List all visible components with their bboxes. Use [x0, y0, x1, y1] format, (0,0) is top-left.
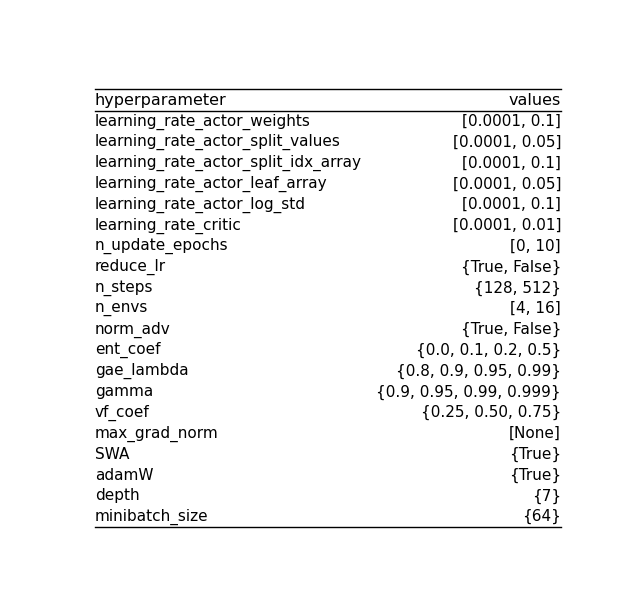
Text: {64}: {64}	[522, 509, 561, 524]
Text: [0, 10]: [0, 10]	[511, 239, 561, 254]
Text: [0.0001, 0.1]: [0.0001, 0.1]	[462, 197, 561, 212]
Text: {0.0, 0.1, 0.2, 0.5}: {0.0, 0.1, 0.2, 0.5}	[416, 343, 561, 358]
Text: [None]: [None]	[509, 426, 561, 441]
Text: n_steps: n_steps	[95, 280, 154, 296]
Text: adamW: adamW	[95, 467, 154, 483]
Text: minibatch_size: minibatch_size	[95, 509, 209, 525]
Text: [0.0001, 0.1]: [0.0001, 0.1]	[462, 114, 561, 129]
Text: learning_rate_actor_split_idx_array: learning_rate_actor_split_idx_array	[95, 155, 362, 171]
Text: learning_rate_critic: learning_rate_critic	[95, 217, 242, 234]
Text: learning_rate_actor_log_std: learning_rate_actor_log_std	[95, 197, 306, 213]
Text: n_update_epochs: n_update_epochs	[95, 239, 228, 254]
Text: learning_rate_actor_leaf_array: learning_rate_actor_leaf_array	[95, 176, 328, 192]
Text: {0.8, 0.9, 0.95, 0.99}: {0.8, 0.9, 0.95, 0.99}	[396, 364, 561, 379]
Text: values: values	[509, 93, 561, 107]
Text: reduce_lr: reduce_lr	[95, 259, 166, 275]
Text: learning_rate_actor_weights: learning_rate_actor_weights	[95, 114, 311, 130]
Text: norm_adv: norm_adv	[95, 322, 171, 337]
Text: n_envs: n_envs	[95, 301, 148, 316]
Text: {0.9, 0.95, 0.99, 0.999}: {0.9, 0.95, 0.99, 0.999}	[376, 384, 561, 399]
Text: depth: depth	[95, 489, 140, 503]
Text: max_grad_norm: max_grad_norm	[95, 426, 219, 442]
Text: ent_coef: ent_coef	[95, 342, 161, 359]
Text: {7}: {7}	[532, 489, 561, 504]
Text: {True, False}: {True, False}	[461, 322, 561, 337]
Text: {True}: {True}	[509, 447, 561, 462]
Text: [0.0001, 0.05]: [0.0001, 0.05]	[452, 135, 561, 150]
Text: [4, 16]: [4, 16]	[510, 301, 561, 316]
Text: gae_lambda: gae_lambda	[95, 363, 189, 379]
Text: learning_rate_actor_split_values: learning_rate_actor_split_values	[95, 134, 340, 151]
Text: SWA: SWA	[95, 447, 129, 462]
Text: vf_coef: vf_coef	[95, 405, 150, 421]
Text: gamma: gamma	[95, 384, 153, 399]
Text: [0.0001, 0.05]: [0.0001, 0.05]	[452, 177, 561, 191]
Text: {True, False}: {True, False}	[461, 260, 561, 275]
Text: hyperparameter: hyperparameter	[95, 93, 227, 107]
Text: {128, 512}: {128, 512}	[474, 280, 561, 296]
Text: {True}: {True}	[509, 467, 561, 483]
Text: {0.25, 0.50, 0.75}: {0.25, 0.50, 0.75}	[421, 405, 561, 421]
Text: [0.0001, 0.01]: [0.0001, 0.01]	[452, 218, 561, 233]
Text: [0.0001, 0.1]: [0.0001, 0.1]	[462, 155, 561, 171]
